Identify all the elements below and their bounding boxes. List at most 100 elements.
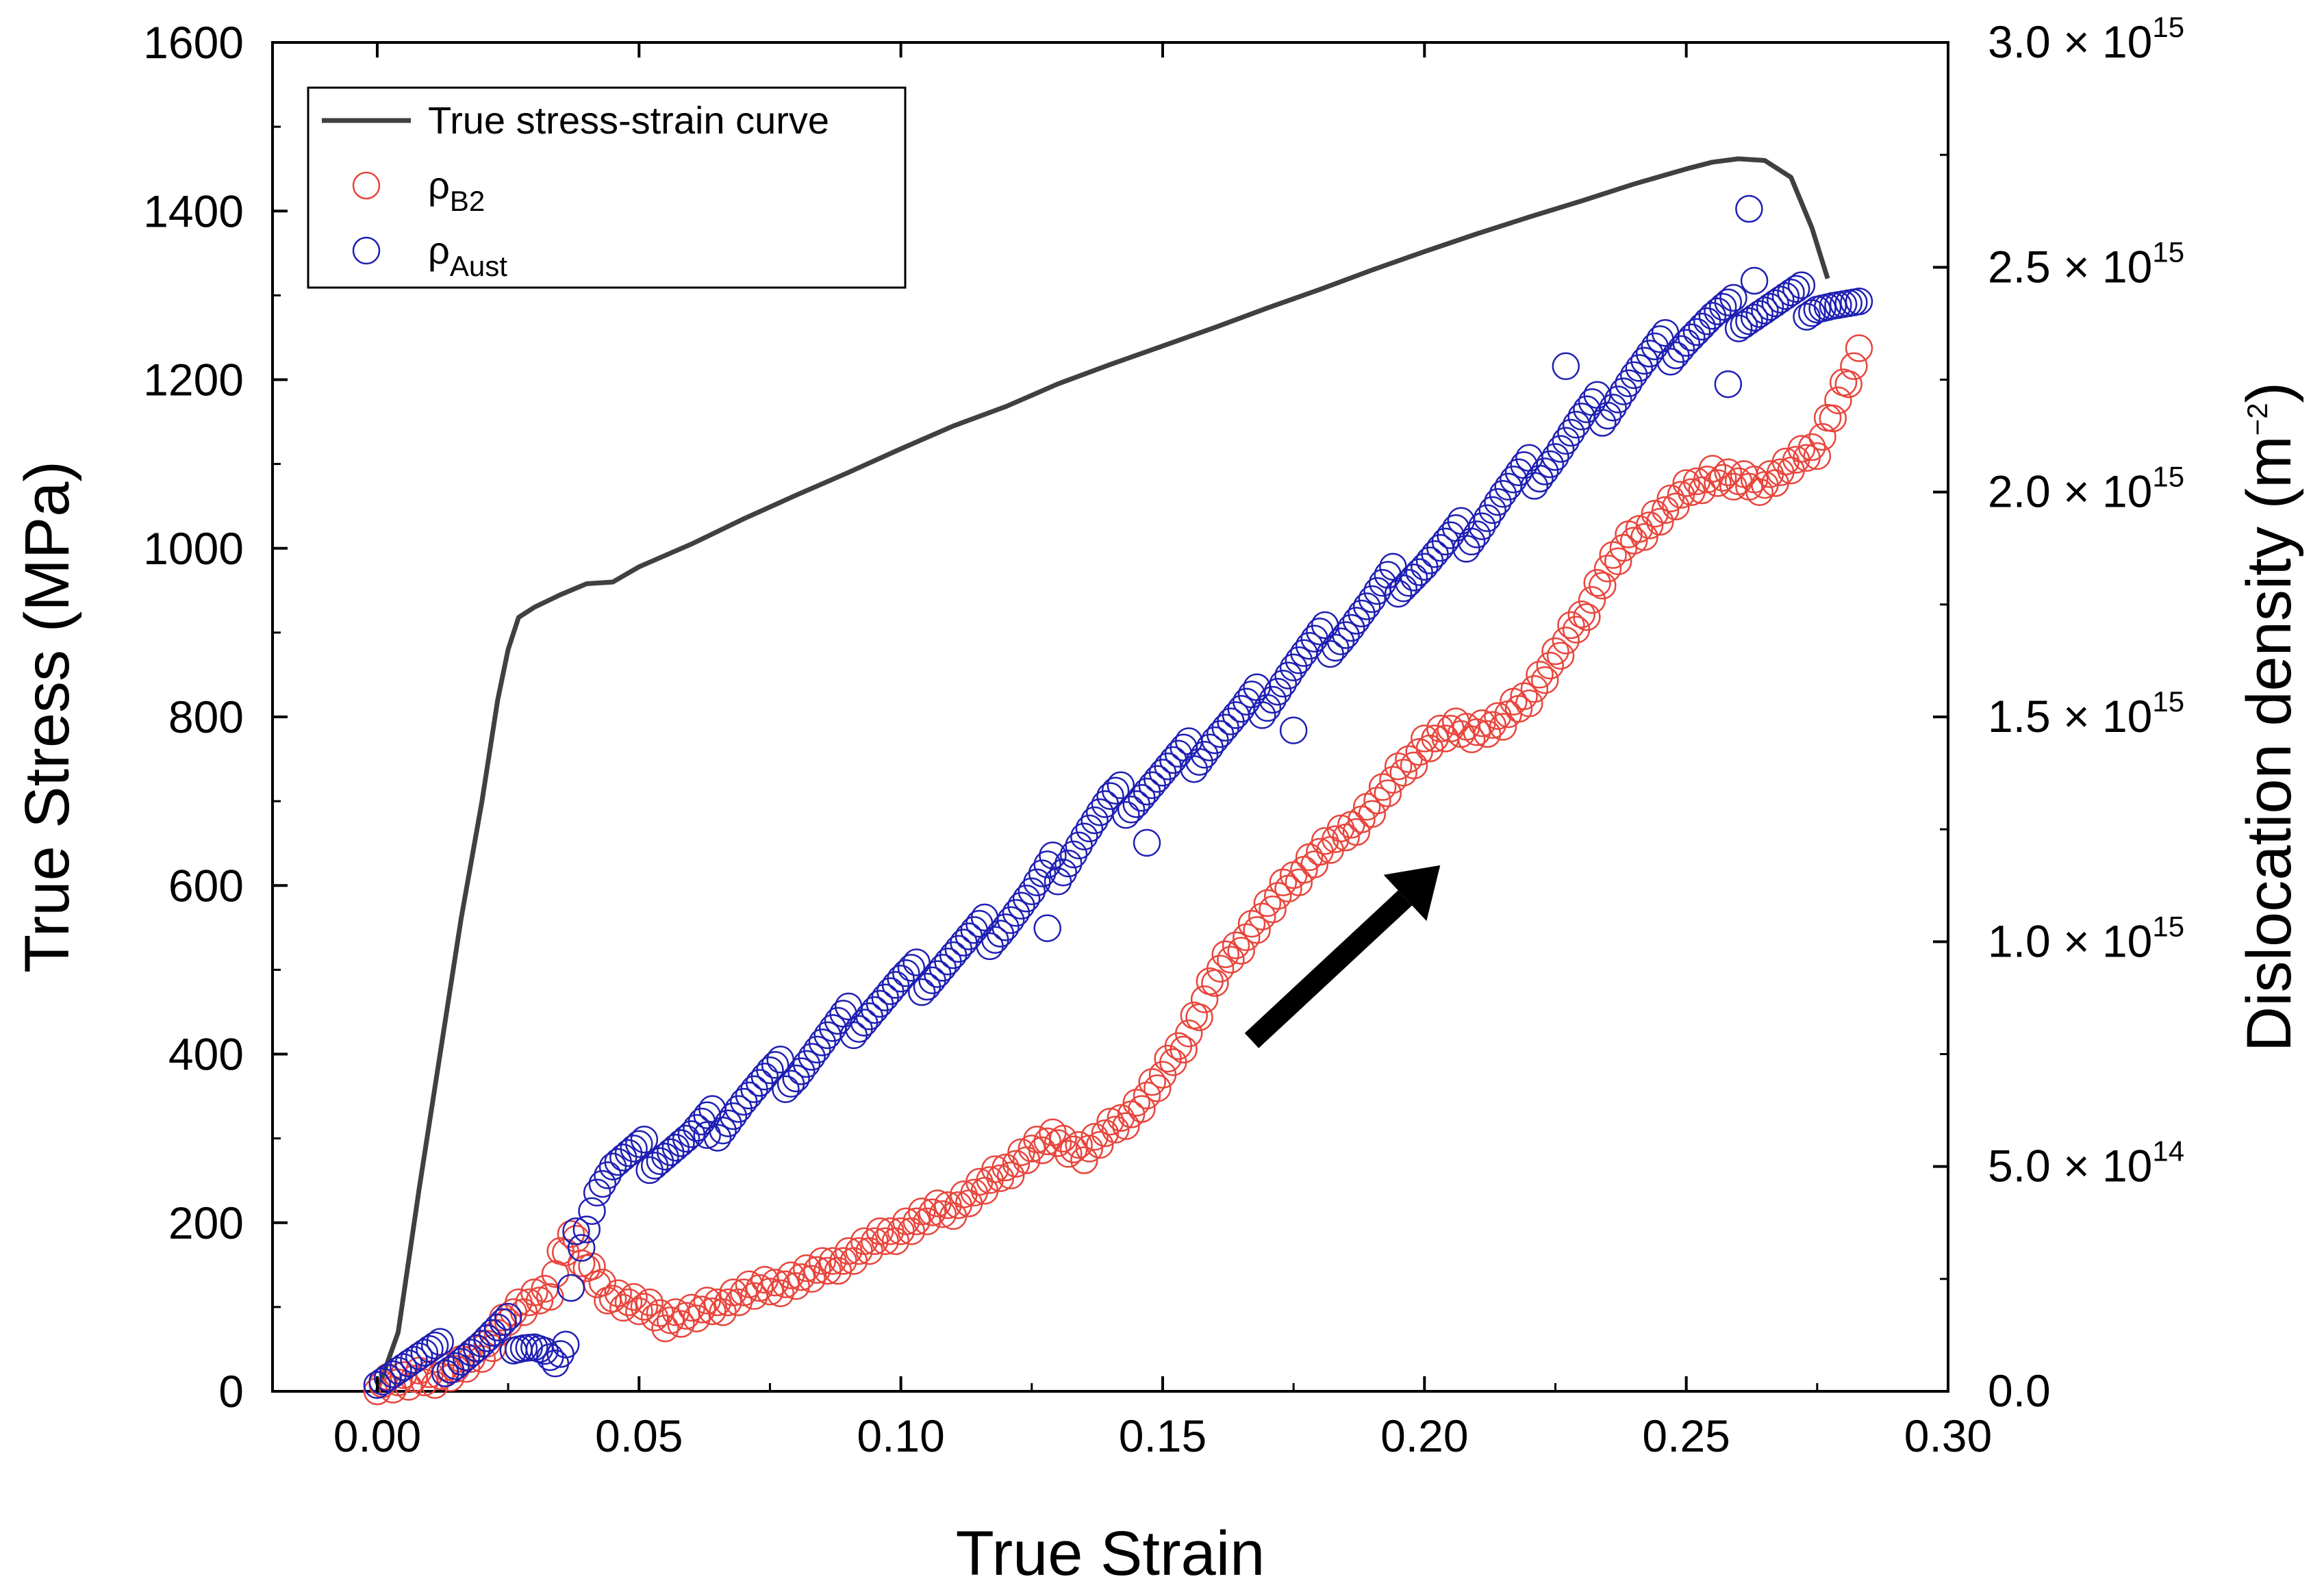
rho-aust-marker [1059,840,1088,869]
rho-b2-marker [1101,1115,1130,1144]
y-right-tick-mantissa: 5.0 × 10 [1988,1141,2152,1191]
rho-b2-marker [1138,1067,1166,1096]
rho-aust-marker [1049,858,1077,887]
x-tick-label: 0.10 [857,1410,944,1461]
rho-aust-marker [756,1056,784,1085]
rho-b2-marker [1259,895,1287,924]
rho-aust-marker [478,1319,507,1347]
rho-b2-marker [625,1297,653,1326]
rho-b2-marker [1421,724,1449,752]
rho-b2-marker [651,1314,679,1343]
rho-b2-marker [1044,1129,1072,1157]
rho-b2-marker [698,1297,727,1326]
rho-b2-marker [1473,720,1502,748]
rho-b2-marker [1112,1112,1140,1140]
rho-aust-marker [1007,891,1035,920]
y-right-tick-label: 1.5 × 1015 [1988,685,2184,742]
rho-aust-marker [1761,289,1789,318]
rho-b2-marker [902,1207,931,1236]
rho-b2-marker [620,1282,648,1311]
legend-label: ρAust [428,229,507,282]
rho-b2-marker [1363,786,1391,815]
rho-aust-marker [803,1035,831,1064]
rho-aust-marker [457,1339,485,1367]
rho-aust-marker [1745,300,1773,328]
rho-b2-marker [1567,600,1595,629]
rho-aust-marker [1285,646,1313,674]
rho-aust-marker [996,906,1025,935]
rho-b2-marker [536,1282,564,1311]
rho-b2-marker [640,1304,669,1332]
y-right-axis-title-exponent: −2 [2241,403,2273,435]
rho-b2-marker [1530,666,1559,694]
rho-aust-marker [416,1335,444,1363]
x-axis-title: True Strain [956,1519,1265,1589]
rho-aust-marker [703,1124,732,1152]
rho-b2-marker [1096,1107,1124,1136]
legend-label-subscript: B2 [450,185,485,217]
y-left-tick-label: 1600 [143,17,244,68]
rho-aust-marker [1756,292,1784,321]
y-right-axis-title-text: Dislocation density (m [2234,435,2304,1052]
rho-aust-marker [1012,885,1041,913]
rho-b2-marker [992,1153,1020,1182]
x-tick-label: 0.25 [1642,1410,1730,1461]
rho-aust-marker [1678,323,1706,352]
rho-b2-marker [1374,779,1402,807]
rho-aust-marker [1484,488,1512,516]
rho-b2-marker [892,1207,920,1236]
y-left-tick-label: 1400 [143,186,244,236]
rho-aust-marker [824,1007,852,1035]
rho-aust-marker [1672,329,1700,357]
rho-aust-marker [1457,527,1486,556]
rho-b2-marker [1243,916,1271,944]
rho-aust-marker [1782,275,1810,303]
rho-aust-marker [1751,296,1779,325]
rho-b2-marker [1085,1130,1114,1159]
rho-b2-marker [871,1227,899,1255]
rho-aust-marker [792,1050,821,1078]
rho-b2-marker [1589,572,1617,600]
legend-circle-swatch [352,171,381,200]
rho-aust-marker [1279,653,1308,682]
rho-aust-marker [588,1169,617,1198]
rho-aust-marker [1682,318,1711,346]
rho-b2-marker [714,1288,742,1317]
rho-b2-marker [1526,661,1554,689]
rho-b2-marker [839,1247,868,1275]
rho-aust-outlier-marker [1279,716,1308,744]
rho-aust-marker [1724,314,1753,342]
rho-aust-marker [1619,361,1648,390]
rho-b2-marker [525,1287,554,1315]
y-right-tick-mantissa: 2.0 × 10 [1988,466,2152,517]
y-right-tick-label: 2.0 × 1015 [1988,461,2184,517]
rho-aust-markers-layer [363,194,1873,1400]
rho-aust-marker [1185,748,1213,776]
rho-aust-marker [1028,859,1057,887]
rho-aust-marker [1630,346,1658,375]
rho-aust-marker [1530,457,1559,485]
y-right-tick-exponent: 15 [2152,236,2184,268]
rho-aust-marker [1593,401,1622,430]
rho-aust-marker [1688,312,1716,341]
rho-aust-marker [557,1274,585,1302]
rho-b2-marker [567,1249,596,1278]
rho-aust-marker [1714,288,1743,316]
y-right-tick-mantissa: 0.0 [1988,1365,2051,1416]
y-right-tick-mantissa: 2.5 × 10 [1988,241,2152,292]
rho-aust-marker [473,1324,501,1352]
annotation-arrow-head [1383,865,1441,922]
rho-b2-marker [766,1279,794,1308]
legend-label-main: ρ [428,164,450,207]
rho-aust-marker [1552,427,1580,455]
rho-aust-marker [363,1371,392,1400]
rho-b2-marker [1651,496,1680,524]
rho-b2-marker [787,1263,816,1291]
rho-b2-marker [1389,759,1417,787]
annotation-arrow-shaft [1244,890,1413,1048]
rho-b2-marker [1018,1135,1046,1163]
rho-aust-outlier-marker [1735,194,1763,223]
rho-aust-marker [1468,512,1496,540]
rho-b2-marker [1520,675,1549,703]
rho-aust-marker [992,913,1020,941]
